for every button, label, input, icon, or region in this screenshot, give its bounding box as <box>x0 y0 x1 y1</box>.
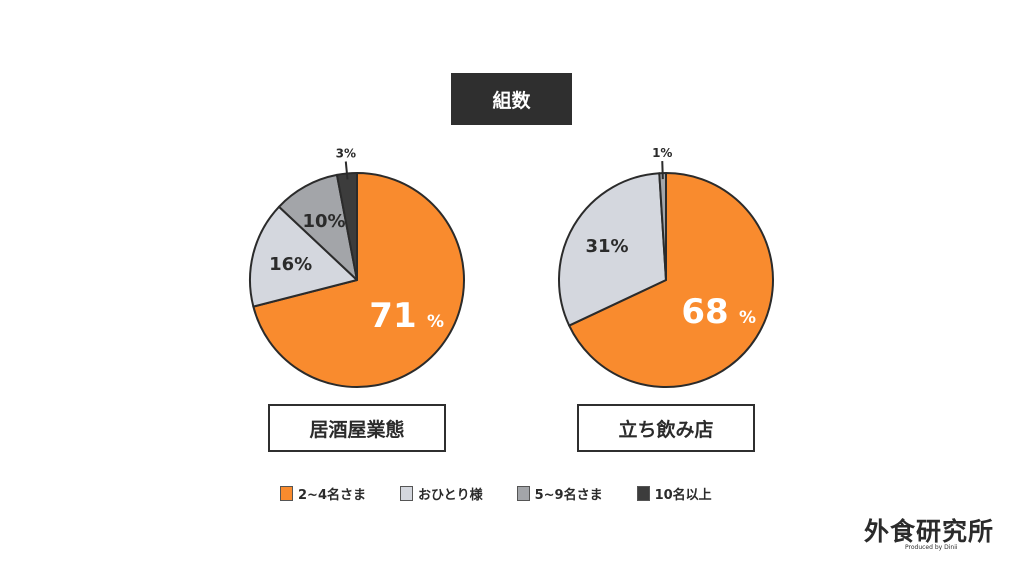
legend-label: おひとり様 <box>417 488 483 503</box>
slice-label: 16% <box>269 254 312 275</box>
legend-swatch <box>280 486 293 501</box>
chart-title: 組数 <box>451 73 572 125</box>
slice-label: 71 <box>369 296 416 336</box>
slice-label: 1% <box>652 146 672 160</box>
legend-swatch <box>516 486 530 501</box>
slice-label: 31% <box>586 236 629 257</box>
pie-slice <box>252 172 465 388</box>
slice-label: 3% <box>336 147 356 161</box>
legend-swatch <box>636 486 650 501</box>
caption-izakaya: 居酒屋業態 <box>268 404 446 452</box>
legend-label: 10名以上 <box>654 488 712 503</box>
pie-slice <box>249 205 358 308</box>
caption-tachinomi: 立ち飲み店 <box>577 404 755 452</box>
legend-item: おひとり様 <box>399 484 483 503</box>
percent-sign: % <box>427 312 444 332</box>
legend-item: 5~9名さま <box>516 484 603 503</box>
logo-sub: Produced by Dinii <box>905 544 958 551</box>
logo: 外食研究所 <box>864 517 995 546</box>
slice-label: 10% <box>302 211 345 232</box>
leader-line <box>344 161 349 180</box>
legend-item: 2~4名さま <box>280 484 366 503</box>
percent-sign: % <box>739 308 756 328</box>
pie-slice <box>558 172 667 327</box>
legend: 2~4名さま おひとり様 5~9名さま 10名以上 <box>280 484 712 503</box>
slice-label: 68 <box>681 292 728 332</box>
legend-label: 5~9名さま <box>534 488 603 503</box>
pie-slice <box>568 172 774 388</box>
legend-label: 2~4名さま <box>298 488 366 503</box>
legend-swatch <box>399 486 413 501</box>
legend-item: 10名以上 <box>636 484 712 503</box>
leader-line <box>661 161 664 180</box>
